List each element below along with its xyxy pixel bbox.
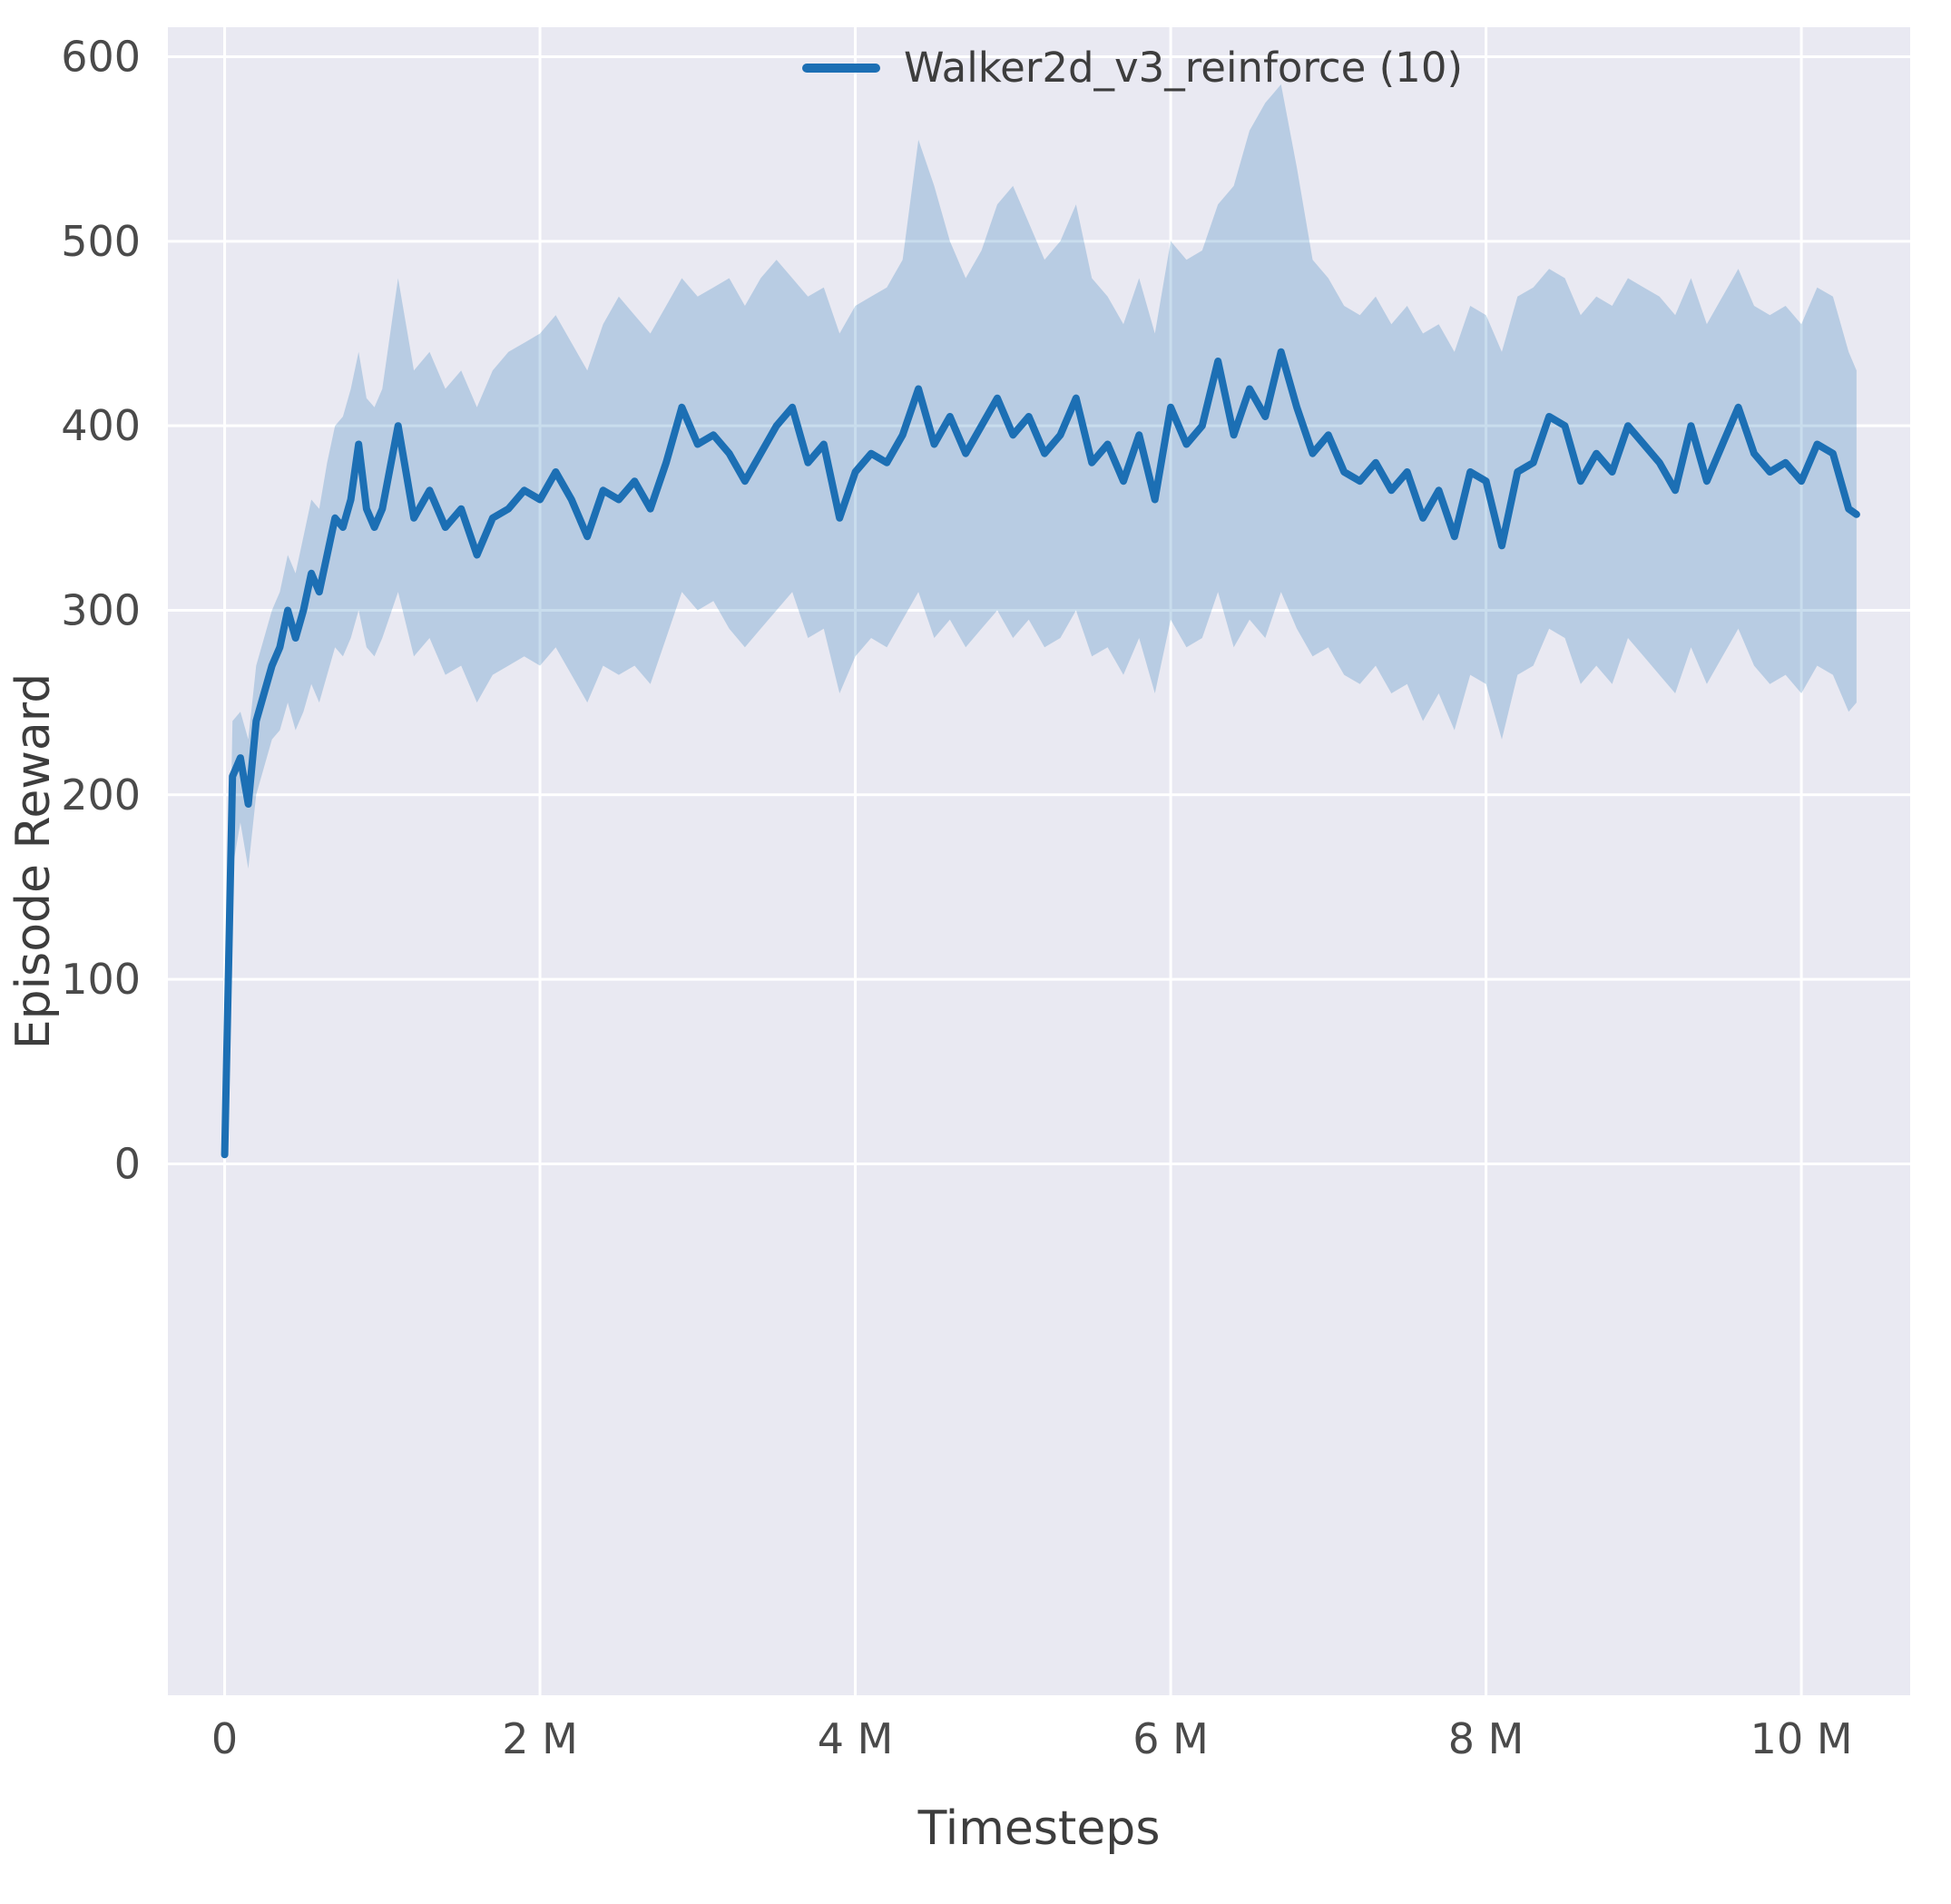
y-tick-label: 100 bbox=[61, 955, 141, 1004]
y-tick-label: 300 bbox=[61, 585, 141, 634]
legend: Walker2d_v3_reinforce (10) bbox=[802, 47, 1463, 88]
y-tick-label: 600 bbox=[61, 33, 141, 82]
x-axis-label: Timesteps bbox=[917, 1801, 1161, 1856]
y-tick-label: 500 bbox=[61, 217, 141, 266]
confidence-band bbox=[224, 84, 1857, 1157]
x-tick-label: 6 M bbox=[1132, 1714, 1209, 1763]
x-tick-label: 8 M bbox=[1448, 1714, 1525, 1763]
x-tick-label: 4 M bbox=[818, 1714, 894, 1763]
x-tick-label: 10 M bbox=[1750, 1714, 1853, 1763]
legend-label: Walker2d_v3_reinforce (10) bbox=[904, 44, 1464, 92]
mean-line bbox=[221, 348, 1860, 1159]
x-tick-label: 2 M bbox=[502, 1714, 578, 1763]
y-tick-label: 200 bbox=[61, 770, 141, 820]
y-axis-label: Episode Reward bbox=[6, 673, 61, 1049]
x-tick-label: 0 bbox=[211, 1714, 238, 1763]
axes-background bbox=[168, 27, 1910, 1695]
legend-line-swatch bbox=[802, 63, 880, 73]
y-tick-label: 0 bbox=[114, 1139, 141, 1188]
y-tick-label: 400 bbox=[61, 401, 141, 450]
